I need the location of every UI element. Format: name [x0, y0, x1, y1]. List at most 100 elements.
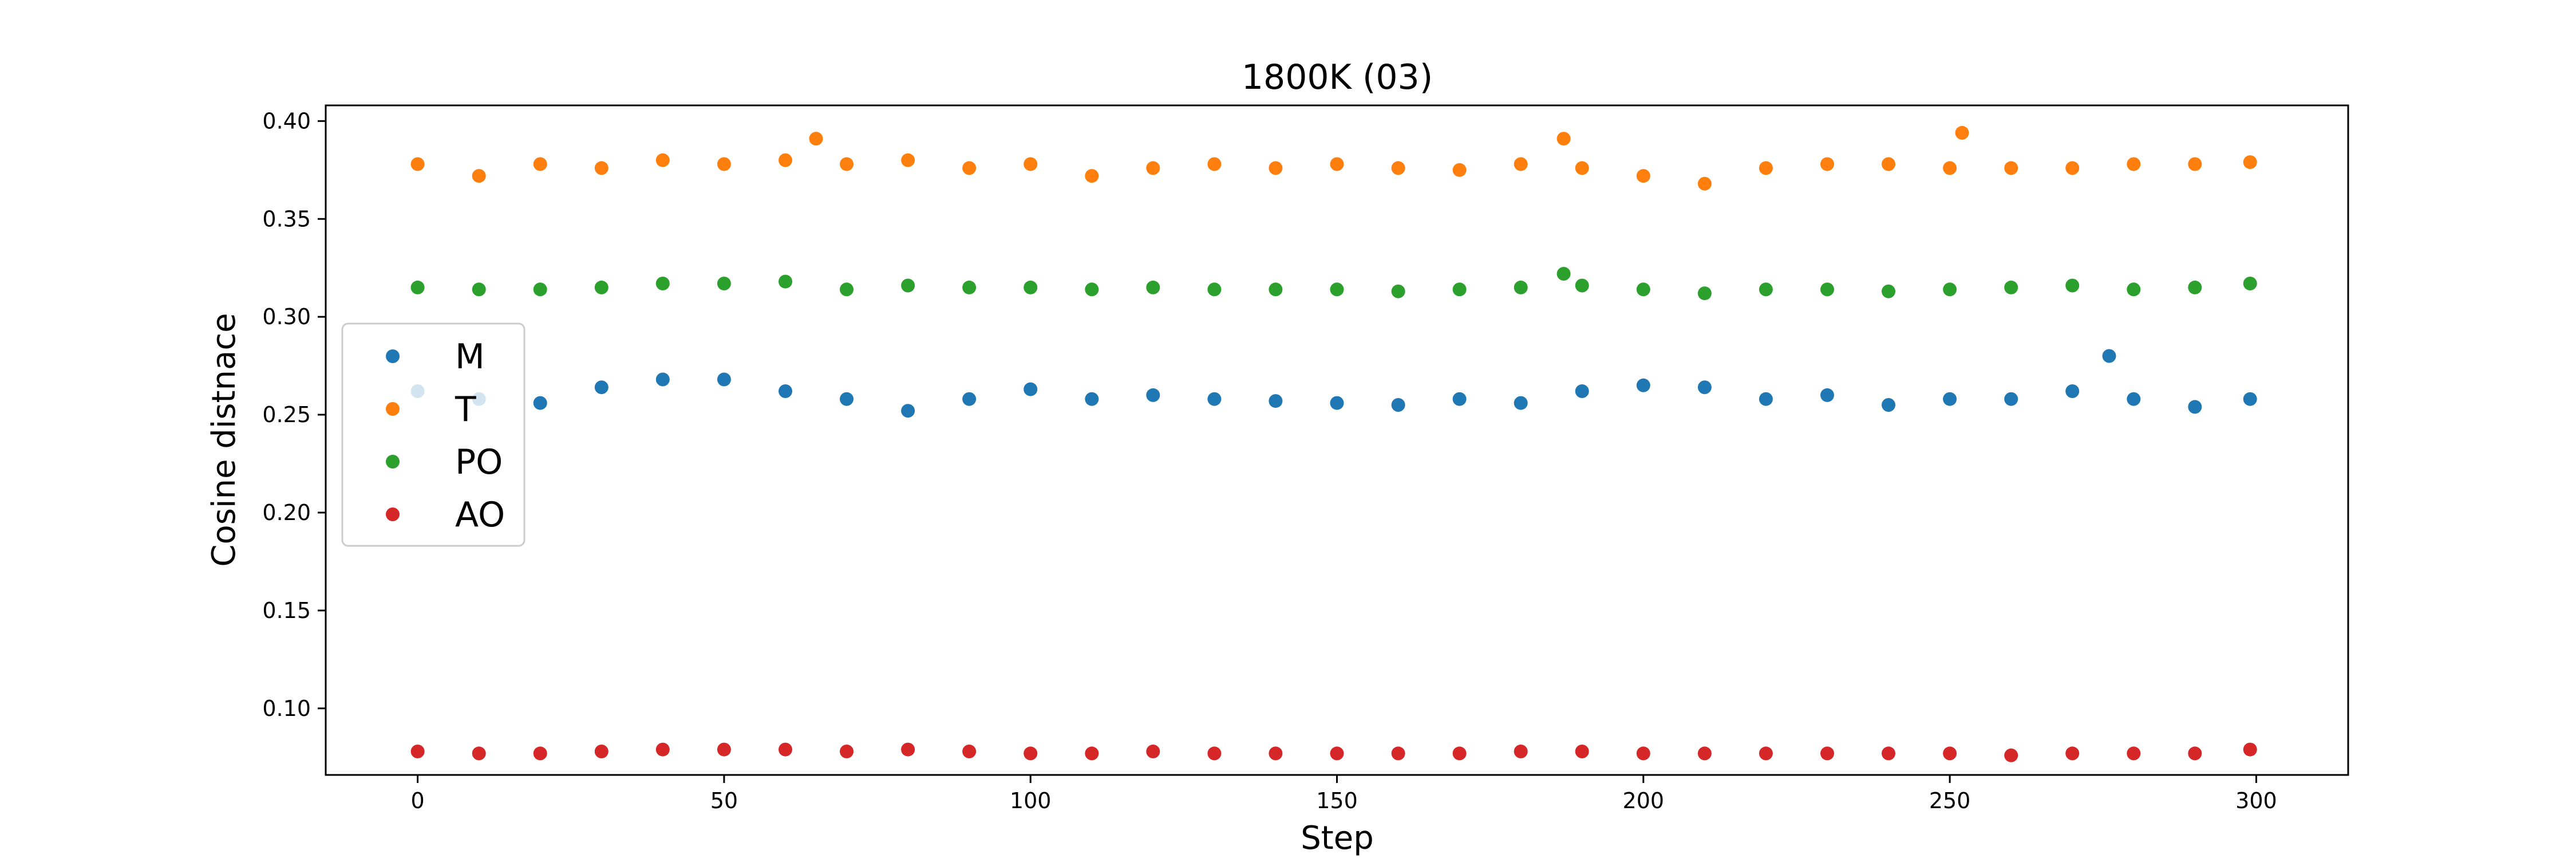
data-point [901, 404, 915, 418]
legend-label: M [455, 337, 485, 377]
data-point [1085, 392, 1099, 406]
y-tick-label: 0.25 [262, 402, 311, 427]
data-point [1759, 161, 1773, 175]
y-tick-label: 0.15 [262, 598, 311, 623]
y-axis-label: Cosine distnace [206, 313, 243, 566]
data-point [2243, 277, 2257, 290]
data-point [962, 161, 976, 175]
data-point [2065, 279, 2079, 293]
data-point [1392, 161, 1405, 175]
data-point [1882, 158, 1895, 171]
y-tick-label: 0.40 [262, 108, 311, 133]
data-point [840, 392, 854, 406]
data-point [962, 392, 976, 406]
data-point [1575, 384, 1589, 398]
data-point [1514, 396, 1528, 410]
data-point [962, 281, 976, 294]
data-point [595, 380, 609, 394]
data-point [779, 275, 792, 289]
data-point [2243, 392, 2257, 406]
plot-area-frame [326, 105, 2348, 775]
data-point [901, 279, 915, 293]
data-point [840, 158, 854, 171]
data-point [1637, 746, 1650, 760]
data-point [901, 153, 915, 167]
data-point [1943, 282, 1957, 296]
data-point [1392, 746, 1405, 760]
y-axis: 0.10 0.15 0.20 0.25 0.30 0.35 0.40 [262, 108, 326, 721]
data-point [2004, 281, 2018, 294]
data-point [1146, 281, 1160, 294]
data-point [2103, 349, 2116, 363]
x-tick-label: 150 [1316, 788, 1358, 813]
data-point [411, 158, 425, 171]
x-tick-label: 50 [710, 788, 738, 813]
data-point [779, 743, 792, 757]
data-point [779, 153, 792, 167]
data-point [1146, 745, 1160, 758]
data-point [1146, 161, 1160, 175]
data-point [840, 745, 854, 758]
data-point [2127, 282, 2140, 296]
data-point [1453, 163, 1467, 177]
data-point [1024, 383, 1037, 396]
chart-title: 1800K (03) [1242, 57, 1433, 97]
y-tick-label: 0.35 [262, 206, 311, 231]
legend-marker [386, 507, 400, 521]
data-point [1759, 282, 1773, 296]
data-point [779, 384, 792, 398]
data-point [1269, 394, 1282, 408]
x-tick-label: 300 [2235, 788, 2277, 813]
data-point [1637, 379, 1650, 392]
data-point [2127, 392, 2140, 406]
data-point [1514, 158, 1528, 171]
y-tick-label: 0.10 [262, 696, 311, 721]
data-point [1759, 392, 1773, 406]
data-point [534, 158, 547, 171]
x-axis-label: Step [1301, 820, 1374, 857]
data-point [2004, 392, 2018, 406]
data-point [1637, 169, 1650, 183]
legend: MT PO AO [342, 324, 524, 546]
data-point [1943, 392, 1957, 406]
data-point [1698, 746, 1712, 760]
data-point [411, 281, 425, 294]
data-point [1269, 746, 1282, 760]
data-point [2188, 400, 2202, 414]
data-point [962, 745, 976, 758]
data-point [534, 282, 547, 296]
data-point [534, 396, 547, 410]
series-t [411, 126, 2257, 191]
data-point [2065, 161, 2079, 175]
data-point [717, 373, 731, 387]
data-point [809, 132, 823, 145]
data-point [472, 746, 486, 760]
data-point [1207, 282, 1221, 296]
data-point [411, 745, 425, 758]
x-tick-label: 250 [1929, 788, 1971, 813]
data-point [717, 277, 731, 290]
data-point [1557, 267, 1571, 281]
data-point [1330, 282, 1344, 296]
data-point [472, 282, 486, 296]
legend-marker [386, 402, 400, 416]
data-point [656, 743, 670, 757]
data-point [472, 169, 486, 183]
data-point [1820, 388, 1834, 402]
x-axis: 0 50 100 150 200 250 300 [410, 775, 2277, 813]
data-point [2188, 281, 2202, 294]
data-point [1575, 745, 1589, 758]
data-point [1637, 282, 1650, 296]
data-point [1330, 158, 1344, 171]
data-point [1943, 161, 1957, 175]
data-point [717, 743, 731, 757]
data-point [656, 277, 670, 290]
data-point [1955, 126, 1969, 140]
data-point [2243, 155, 2257, 169]
data-point [1882, 746, 1895, 760]
data-point [2188, 746, 2202, 760]
legend-label: PO [455, 442, 503, 482]
data-point [840, 282, 854, 296]
data-point [2188, 158, 2202, 171]
data-point [1557, 132, 1571, 145]
